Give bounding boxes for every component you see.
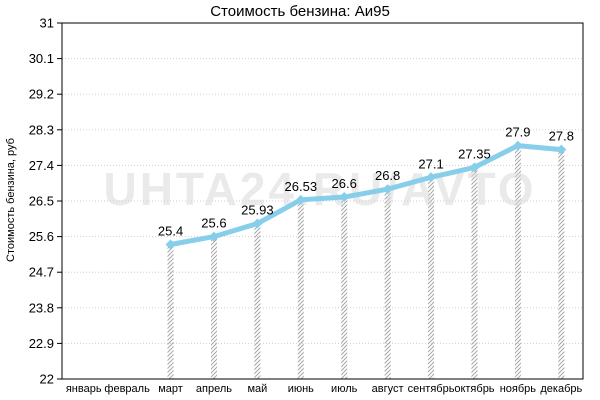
data-point — [208, 231, 219, 242]
x-tick-label: июнь — [288, 383, 314, 395]
drop-line — [384, 189, 391, 379]
data-point — [512, 140, 523, 151]
data-label: 27.1 — [418, 156, 443, 171]
data-label: 27.9 — [505, 125, 530, 140]
y-tick-label: 31 — [40, 16, 54, 31]
y-axis-label: Стоимость бензина, руб — [5, 138, 17, 262]
x-axis-ticks: январь февраль март апрель май июнь июль август… — [66, 383, 583, 395]
drop-line — [558, 149, 565, 379]
drop-line — [167, 244, 174, 379]
data-point — [469, 162, 480, 173]
data-label: 25.93 — [241, 203, 274, 218]
drop-line — [297, 199, 304, 379]
data-point — [382, 184, 393, 195]
data-point — [295, 194, 306, 205]
drop-line — [428, 177, 435, 379]
x-tick-label: февраль — [104, 383, 150, 395]
y-tick-label: 26.5 — [29, 194, 54, 209]
y-tick-label: 28.3 — [29, 122, 54, 137]
x-tick-label: декабрь — [540, 383, 582, 395]
data-labels: 25.4 25.6 25.93 26.53 26.6 26.8 27.1 27.35 27.9 2… — [158, 125, 574, 239]
y-tick-label: 29.2 — [29, 87, 54, 102]
drop-lines — [167, 145, 565, 379]
data-label: 27.8 — [549, 129, 574, 144]
series-line — [168, 143, 564, 248]
x-tick-label: январь — [66, 383, 102, 395]
y-tick-label: 24.7 — [29, 265, 54, 280]
y-tick-label: 30.1 — [29, 51, 54, 66]
drop-line — [210, 236, 217, 379]
chart-title: Стоимость бензина: Аи95 — [210, 3, 390, 20]
data-label: 26.6 — [332, 176, 357, 191]
watermark: UHTA24.RU/AVTO — [103, 163, 536, 215]
drop-line — [254, 223, 261, 379]
drop-line — [471, 167, 478, 379]
drop-line — [514, 145, 521, 379]
x-tick-label: октябрь — [454, 383, 494, 395]
x-tick-label: апрель — [196, 383, 232, 395]
series — [165, 140, 567, 250]
x-tick-label: июль — [331, 383, 358, 395]
data-label: 25.4 — [158, 224, 183, 239]
data-point — [339, 192, 350, 203]
drop-line — [341, 197, 348, 379]
x-tick-label: август — [372, 383, 404, 395]
data-point — [165, 239, 176, 250]
data-label: 26.53 — [285, 179, 318, 194]
x-tick-label: май — [247, 383, 267, 395]
x-tick-label: сентябрь — [408, 383, 455, 395]
x-tick-label: март — [158, 383, 183, 395]
y-tick-label: 27.4 — [29, 158, 54, 173]
data-point — [556, 144, 567, 155]
data-point — [252, 218, 263, 229]
data-label: 26.8 — [375, 168, 400, 183]
y-axis-ticks: 22 22.9 23.8 24.7 25.6 26.5 27.4 28.3 29.2 30.1 31 — [29, 16, 62, 387]
x-tick-label: ноябрь — [500, 383, 537, 395]
data-label: 27.35 — [458, 146, 491, 161]
y-tick-label: 25.6 — [29, 229, 54, 244]
data-point — [426, 172, 437, 183]
y-tick-label: 22 — [40, 372, 54, 387]
y-tick-label: 23.8 — [29, 300, 54, 315]
data-label: 25.6 — [201, 216, 226, 231]
y-tick-label: 22.9 — [29, 336, 54, 351]
